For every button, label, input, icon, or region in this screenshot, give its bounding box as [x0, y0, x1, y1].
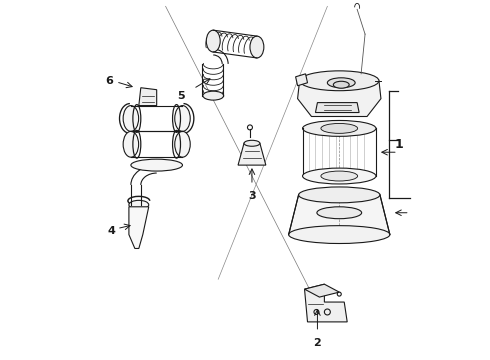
Text: 5: 5: [177, 91, 184, 101]
Ellipse shape: [203, 91, 223, 100]
Ellipse shape: [317, 207, 362, 219]
Ellipse shape: [321, 171, 358, 181]
Polygon shape: [238, 143, 266, 165]
Ellipse shape: [299, 71, 379, 91]
Ellipse shape: [321, 123, 358, 133]
Ellipse shape: [206, 30, 220, 52]
Ellipse shape: [298, 187, 380, 203]
Ellipse shape: [129, 201, 149, 209]
Polygon shape: [305, 284, 339, 297]
Polygon shape: [297, 81, 381, 117]
Ellipse shape: [289, 226, 390, 243]
Ellipse shape: [327, 78, 355, 88]
Polygon shape: [305, 284, 347, 322]
Ellipse shape: [123, 105, 139, 131]
Polygon shape: [129, 207, 149, 248]
Ellipse shape: [131, 159, 182, 171]
Polygon shape: [316, 103, 359, 113]
Text: 1: 1: [395, 138, 404, 151]
Polygon shape: [289, 195, 390, 235]
Polygon shape: [139, 88, 157, 105]
Ellipse shape: [175, 131, 190, 157]
Ellipse shape: [333, 81, 349, 88]
Ellipse shape: [302, 121, 376, 136]
Ellipse shape: [302, 168, 376, 184]
Polygon shape: [295, 74, 308, 86]
Ellipse shape: [123, 131, 139, 157]
Text: 6: 6: [105, 76, 113, 86]
Ellipse shape: [175, 105, 190, 131]
Ellipse shape: [250, 36, 264, 58]
Text: 2: 2: [314, 338, 321, 348]
Text: 4: 4: [107, 226, 115, 235]
Text: 3: 3: [248, 191, 256, 201]
Ellipse shape: [244, 140, 260, 146]
